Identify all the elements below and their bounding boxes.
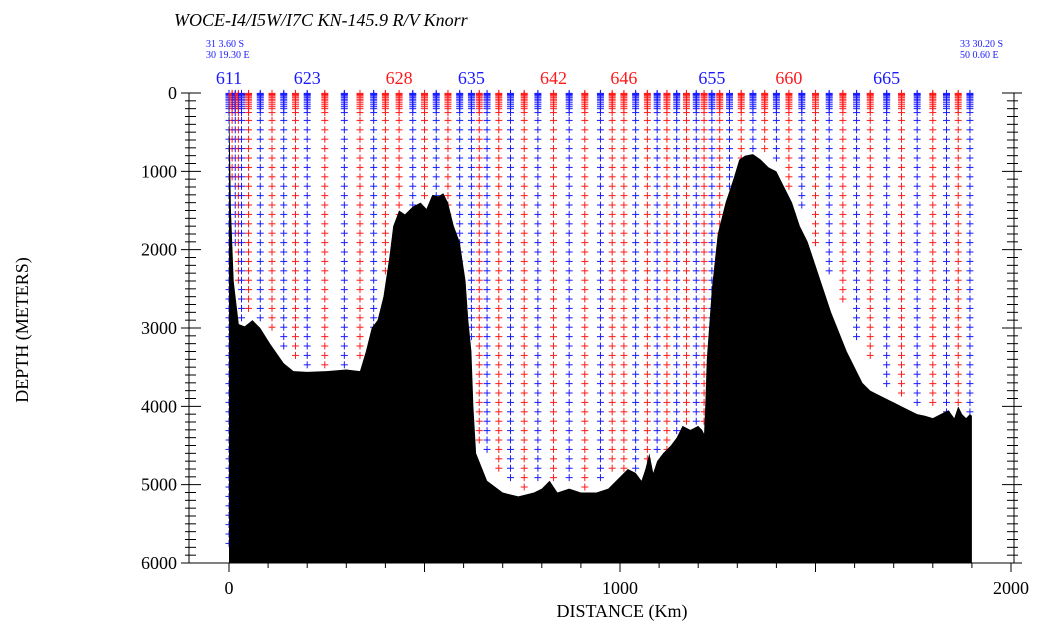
station-cast-11 xyxy=(321,89,329,369)
bathymetry-seafloor xyxy=(229,93,972,563)
station-cast-52 xyxy=(812,89,819,247)
station-number-label: 635 xyxy=(458,68,485,88)
station-cast-51 xyxy=(798,89,806,209)
station-cast-32 xyxy=(596,89,604,482)
x-tick-label: 2000 xyxy=(993,578,1029,598)
station-number-label: 665 xyxy=(873,68,900,88)
station-cast-50 xyxy=(785,89,793,190)
station-cast-34 xyxy=(620,89,628,472)
x-axis-label: DISTANCE (Km) xyxy=(556,601,687,622)
station-cast-16 xyxy=(395,89,403,218)
station-cast-46 xyxy=(737,89,745,162)
station-cast-39 xyxy=(673,89,681,435)
x-tick-label: 0 xyxy=(225,578,234,598)
station-cast-49 xyxy=(772,89,780,162)
station-cast-24 xyxy=(483,89,491,453)
station-cast-23 xyxy=(475,89,483,444)
station-cast-12 xyxy=(340,89,348,369)
plot-axes: 0 1000 2000 3000 4000 5000 6000 0 1000 2000 xyxy=(141,83,1029,598)
station-cast-55 xyxy=(853,89,861,341)
start-longitude: 30 19.30 E xyxy=(206,50,250,61)
x-tick-label: 1000 xyxy=(602,578,638,598)
y-tick-label: 1000 xyxy=(141,161,177,181)
station-cast-33 xyxy=(608,89,616,472)
y-tick-label: 5000 xyxy=(141,475,177,495)
station-cast-31 xyxy=(581,89,589,491)
station-cast-56 xyxy=(866,89,874,359)
station-cast-38 xyxy=(663,89,671,453)
station-cast-7 xyxy=(268,89,276,331)
station-cast-8 xyxy=(280,89,288,350)
station-number-label: 623 xyxy=(294,68,321,88)
start-latitude: 31 3.60 S xyxy=(206,39,244,50)
station-cast-27 xyxy=(520,89,528,491)
station-number-label: 642 xyxy=(540,68,567,88)
station-number-label: 628 xyxy=(386,68,413,88)
station-cast-5 xyxy=(245,89,253,312)
station-cast-19 xyxy=(432,89,440,200)
y-tick-label: 2000 xyxy=(141,240,177,260)
station-cast-62 xyxy=(954,89,962,406)
station-cast-3 xyxy=(234,89,242,284)
station-cast-54 xyxy=(839,89,847,303)
station-cast-40 xyxy=(682,89,690,425)
station-cast-45 xyxy=(725,89,733,190)
station-cast-6 xyxy=(256,89,264,322)
station-cast-41 xyxy=(692,89,700,425)
station-number-label: 646 xyxy=(610,68,637,88)
station-number-label: 611 xyxy=(216,68,242,88)
y-tick-label: 0 xyxy=(168,83,177,103)
station-cast-30 xyxy=(565,89,573,482)
end-longitude: 50 0.60 E xyxy=(960,50,999,61)
station-number-label: 655 xyxy=(698,68,725,88)
station-cast-14 xyxy=(370,89,378,331)
station-cast-42 xyxy=(700,89,708,425)
station-number-label: 660 xyxy=(775,68,802,88)
station-cast-13 xyxy=(356,89,364,359)
station-labels: 611 623 628 635 642 646 655 660 665 xyxy=(216,68,900,88)
station-cast-18 xyxy=(421,89,428,200)
station-cast-28 xyxy=(534,89,542,482)
station-cast-9 xyxy=(291,89,299,359)
station-cast-4 xyxy=(238,89,246,322)
station-cast-25 xyxy=(495,89,503,472)
station-cast-29 xyxy=(550,89,558,482)
station-cast-22 xyxy=(467,89,475,341)
station-cast-48 xyxy=(761,89,769,153)
station-cast-35 xyxy=(632,89,640,472)
station-cast-26 xyxy=(507,89,515,482)
y-tick-label: 6000 xyxy=(141,553,177,573)
station-cast-53 xyxy=(825,89,833,275)
end-latitude: 33 30.20 S xyxy=(960,39,1003,50)
y-axis-label: DEPTH (METERS) xyxy=(12,257,33,403)
station-cast-60 xyxy=(929,89,937,406)
station-cast-58 xyxy=(898,89,906,397)
station-cast-61 xyxy=(942,89,950,416)
y-tick-label: 3000 xyxy=(141,318,177,338)
start-position-label: 31 3.60 S 30 19.30 E xyxy=(206,39,250,61)
station-cast-59 xyxy=(913,89,921,406)
station-cast-44 xyxy=(716,89,724,237)
station-cast-17 xyxy=(409,89,417,209)
station-cast-20 xyxy=(444,89,452,218)
station-cast-47 xyxy=(749,89,757,153)
station-cast-63 xyxy=(966,89,974,416)
station-cast-36 xyxy=(643,89,651,463)
station-cast-57 xyxy=(883,89,891,388)
end-position-label: 33 30.20 S 50 0.60 E xyxy=(960,39,1003,61)
y-tick-label: 4000 xyxy=(141,396,177,416)
station-cast-10 xyxy=(303,89,311,369)
station-cast-37 xyxy=(653,89,661,453)
chart-title: WOCE-I4/I5W/I7C KN-145.9 R/V Knorr xyxy=(174,10,469,30)
station-cast-2 xyxy=(231,89,239,247)
station-cast-15 xyxy=(381,89,389,275)
